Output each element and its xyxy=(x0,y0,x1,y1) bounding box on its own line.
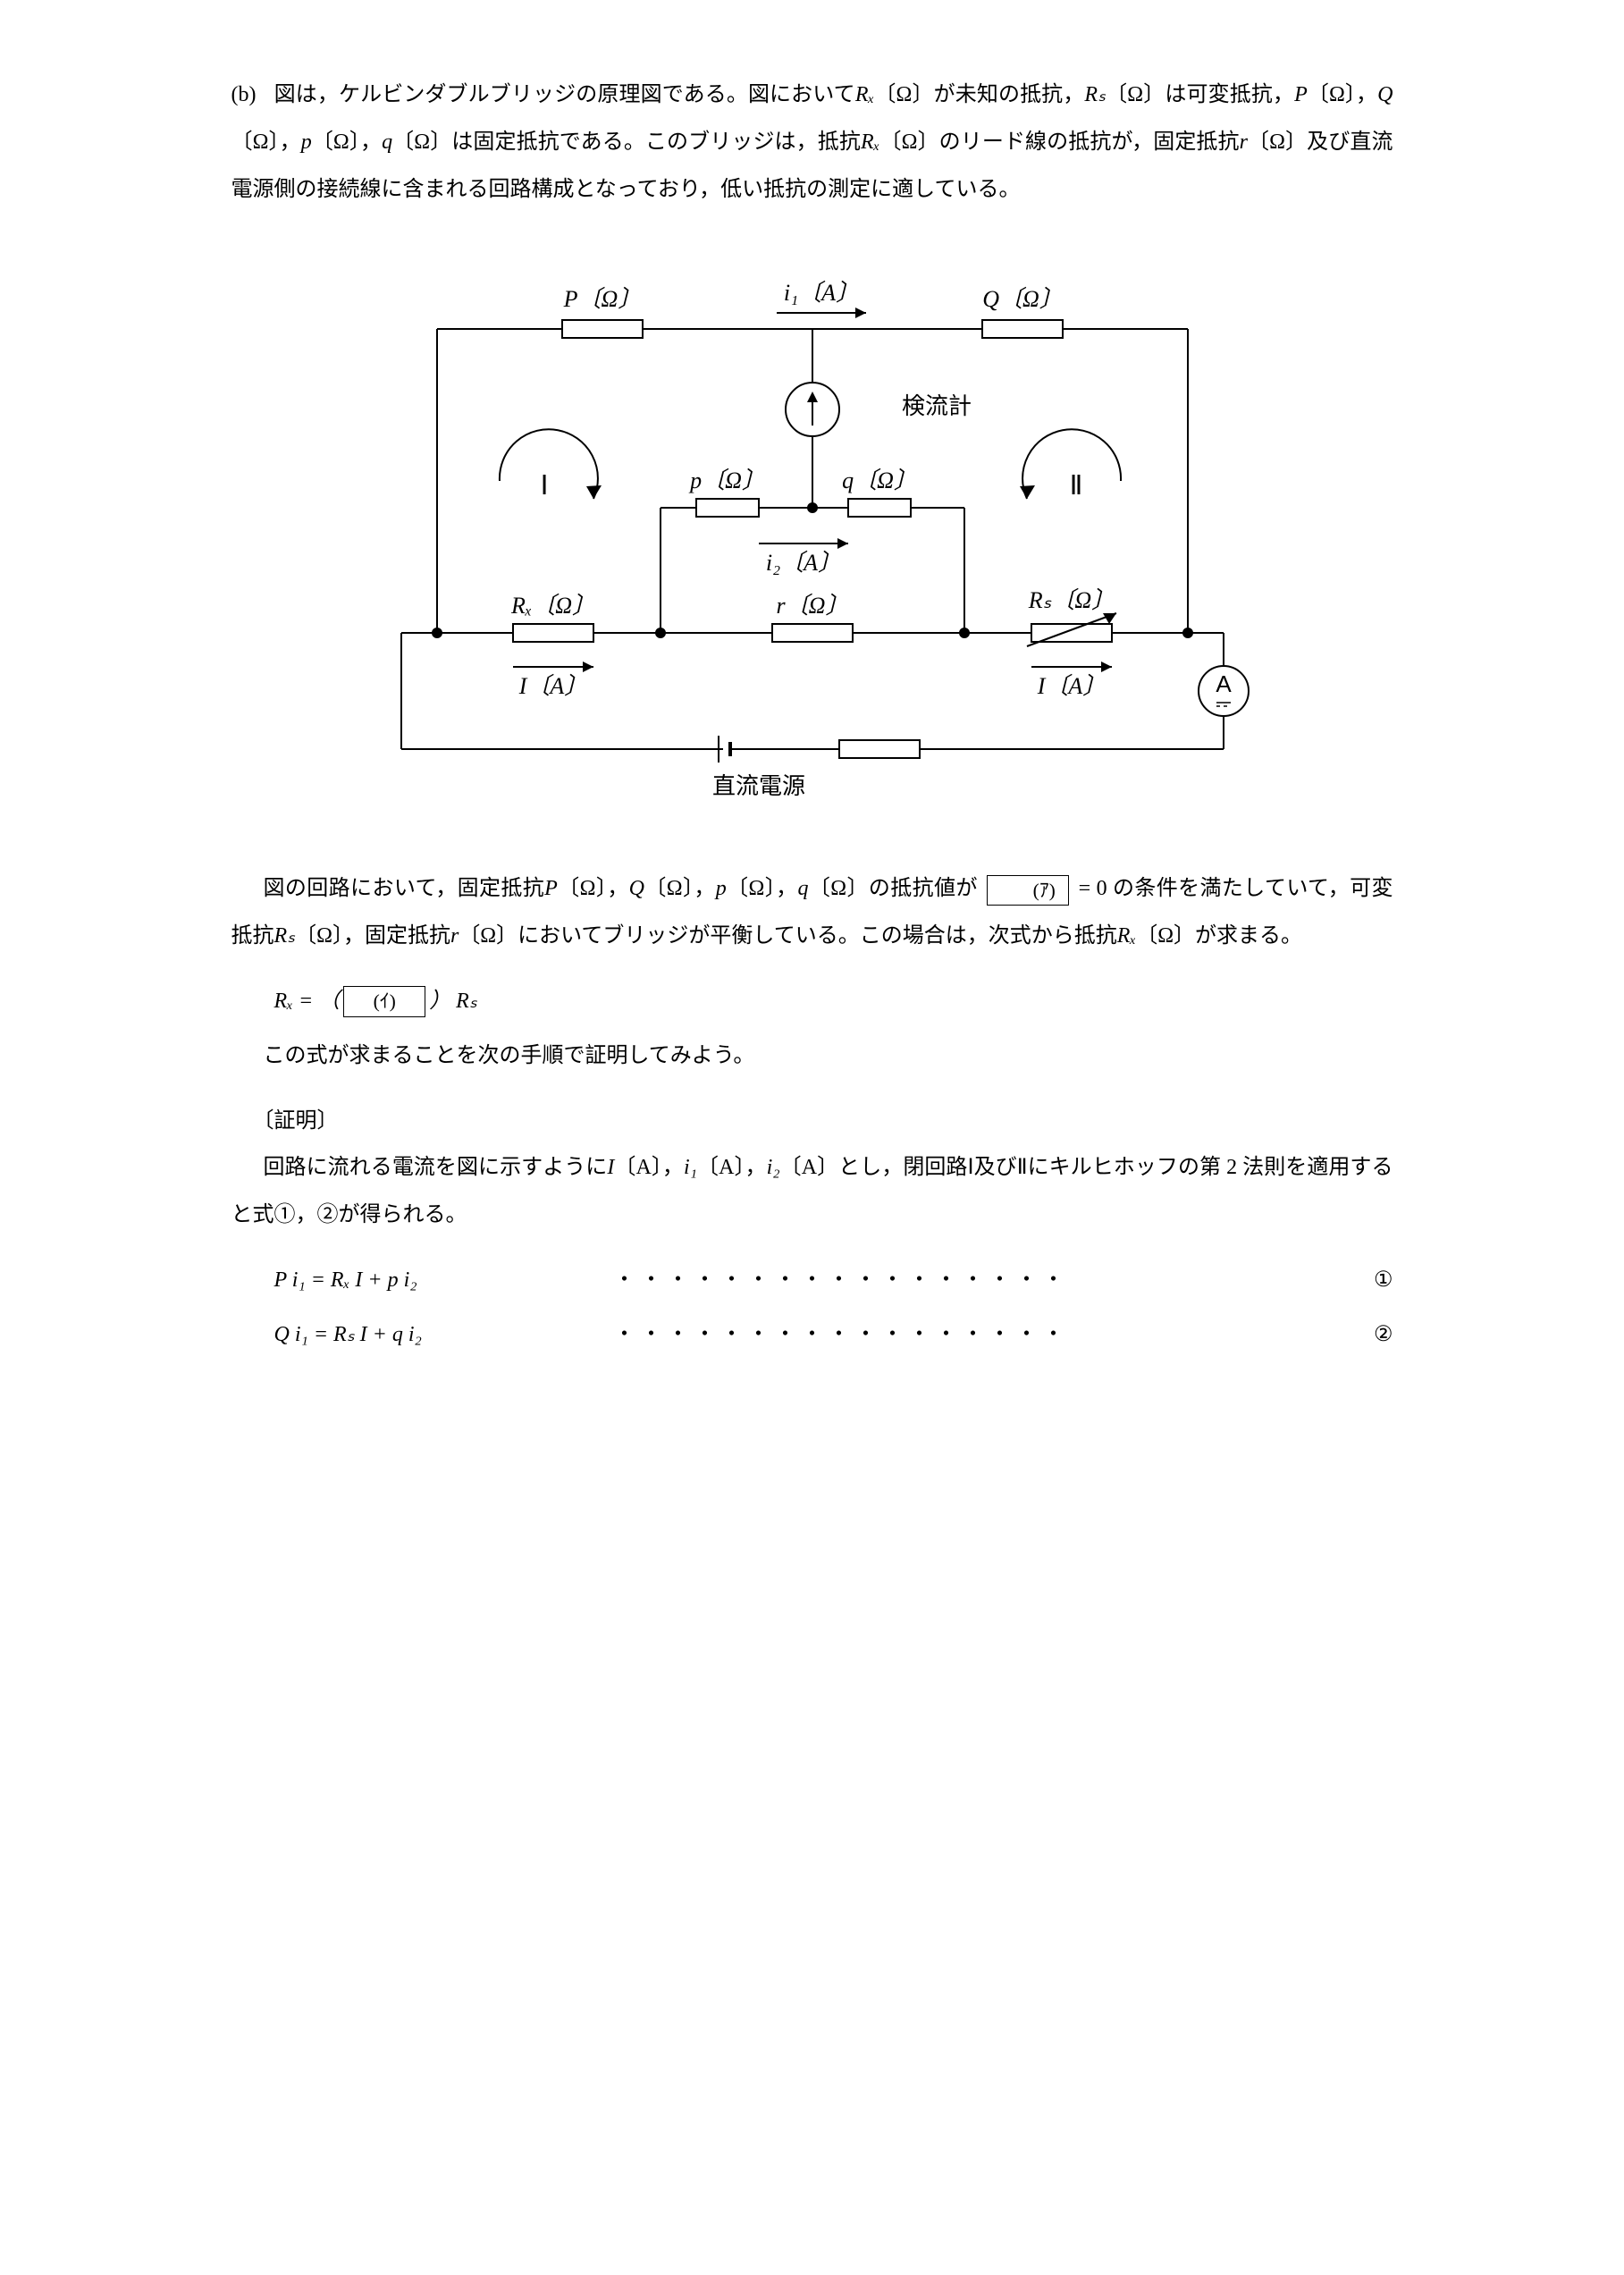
blank-b: (ｲ) xyxy=(343,986,425,1016)
equation-1: P i₁ = Rₓ I + p i₂ ・・・・・・・・・・・・・・・・・ ① xyxy=(231,1257,1393,1304)
label-p: p〔Ω〕 xyxy=(688,468,765,493)
sym-P: P xyxy=(1294,83,1308,106)
proof-paragraph: 回路に流れる電流を図に示すようにI〔A〕，i₁〔A〕，i₂〔A〕とし，閉回路Ⅰ及… xyxy=(231,1144,1393,1239)
sym-q: q xyxy=(382,131,392,154)
label-P: P〔Ω〕 xyxy=(562,286,641,312)
label-I-right: I〔A〕 xyxy=(1036,673,1106,699)
circuit-diagram: P〔Ω〕 Q〔Ω〕 i₁〔A〕 検流計 p〔Ω〕 q〔Ω〕 i₂〔A〕 xyxy=(231,249,1393,821)
blank-a: (ｱ) xyxy=(987,875,1069,906)
sym-Rx: Rₓ xyxy=(855,83,874,106)
label-Rx: Rₓ〔Ω〕 xyxy=(509,593,594,619)
circled-2: ② xyxy=(1374,1311,1393,1359)
sym-p: p xyxy=(301,131,312,154)
loop-1: Ⅰ xyxy=(540,471,548,501)
source-label: 直流電源 xyxy=(711,773,804,799)
equation-2: Q i₁ = Rₛ I + q i₂ ・・・・・・・・・・・・・・・・・ ② xyxy=(231,1311,1393,1359)
sym-Q: Q xyxy=(1377,83,1393,106)
label-i1: i₁〔A〕 xyxy=(783,280,858,306)
label-I-left: I〔A〕 xyxy=(517,673,587,699)
problem-paragraph-2: 図の回路において，固定抵抗P〔Ω〕，Q〔Ω〕，p〔Ω〕，q〔Ω〕の抵抗値が (ｱ… xyxy=(231,865,1393,960)
label-q: q〔Ω〕 xyxy=(842,468,917,493)
label-Q: Q〔Ω〕 xyxy=(982,286,1063,312)
proof-label: 〔証明〕 xyxy=(231,1098,1393,1145)
sym-Rs: Rₛ xyxy=(1084,83,1106,106)
label-galv: 検流計 xyxy=(902,393,972,419)
label-i2: i₂〔A〕 xyxy=(765,550,840,576)
problem-paragraph-1: (b)図は，ケルビンダブルブリッジの原理図である。図においてRₓ〔Ω〕が未知の抵… xyxy=(231,72,1393,213)
ammeter-label: A xyxy=(1216,670,1232,697)
sym-r: r xyxy=(1240,131,1248,154)
item-label: (b) xyxy=(231,72,274,119)
prove-intro: この式が求まることを次の手順で証明してみよう。 xyxy=(231,1032,1393,1080)
label-Rs: Rₛ〔Ω〕 xyxy=(1027,587,1114,613)
label-r: r〔Ω〕 xyxy=(776,593,848,619)
circled-1: ① xyxy=(1374,1257,1393,1304)
loop-2: Ⅱ xyxy=(1069,471,1082,501)
equation-rx: Rₓ = （ (ｲ) ） Rₛ xyxy=(231,978,1393,1025)
kelvin-bridge-svg: P〔Ω〕 Q〔Ω〕 i₁〔A〕 検流計 p〔Ω〕 q〔Ω〕 i₂〔A〕 xyxy=(366,249,1259,821)
sym-Rx: Rₓ xyxy=(861,131,879,154)
